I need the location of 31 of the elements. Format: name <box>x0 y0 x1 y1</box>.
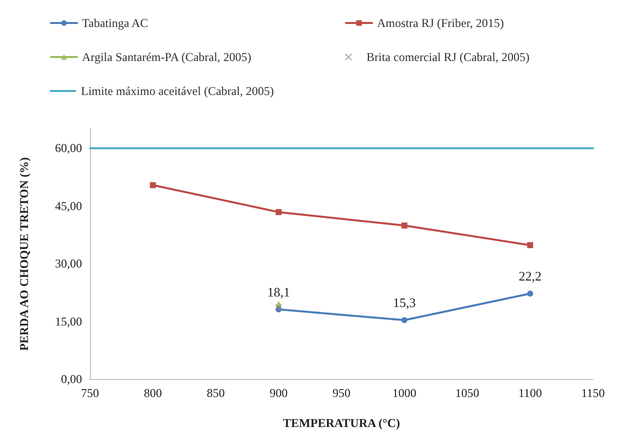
y-tick-label: 60,00 <box>55 141 82 156</box>
x-tick-label: 850 <box>206 386 225 400</box>
x-tick-label: 800 <box>144 386 162 400</box>
x-tick-label: 950 <box>332 386 350 400</box>
x-tick-label: 750 <box>81 386 99 400</box>
y-tick-label: 0,00 <box>61 372 82 386</box>
x-axis-title: TEMPERATURA (°C) <box>283 416 400 430</box>
y-tick-label: 45,00 <box>55 198 82 213</box>
point <box>401 317 408 324</box>
legend-label: Limite máximo aceitável (Cabral, 2005) <box>81 84 274 98</box>
point <box>150 182 156 188</box>
x-tick-label: 1150 <box>581 386 605 400</box>
point <box>275 304 282 311</box>
point <box>527 290 534 297</box>
data-label: 22,2 <box>518 268 542 284</box>
x-tick-label: 1050 <box>455 386 480 400</box>
legend-label: Tabatinga AC <box>82 16 148 30</box>
y-axis-title: PERDA AO CHOQUE TRETON (%) <box>17 157 31 351</box>
point <box>276 209 282 216</box>
legend-label: Argila Santarém-PA (Cabral, 2005) <box>82 50 252 64</box>
x-tick-label: 1100 <box>518 386 542 400</box>
x-tick-label: 900 <box>270 386 288 400</box>
y-tick-label: 15,00 <box>55 314 82 328</box>
legend-label: Amostra RJ (Friber, 2015) <box>377 16 504 30</box>
x-tick-label: 1000 <box>392 386 416 400</box>
data-label: 15,3 <box>393 295 416 310</box>
point <box>527 242 534 248</box>
data-label: 18,1 <box>267 284 290 300</box>
legend-label: Brita comercial RJ (Cabral, 2005) <box>366 50 530 64</box>
point <box>401 222 408 229</box>
y-tick-label: 30,00 <box>55 256 82 271</box>
